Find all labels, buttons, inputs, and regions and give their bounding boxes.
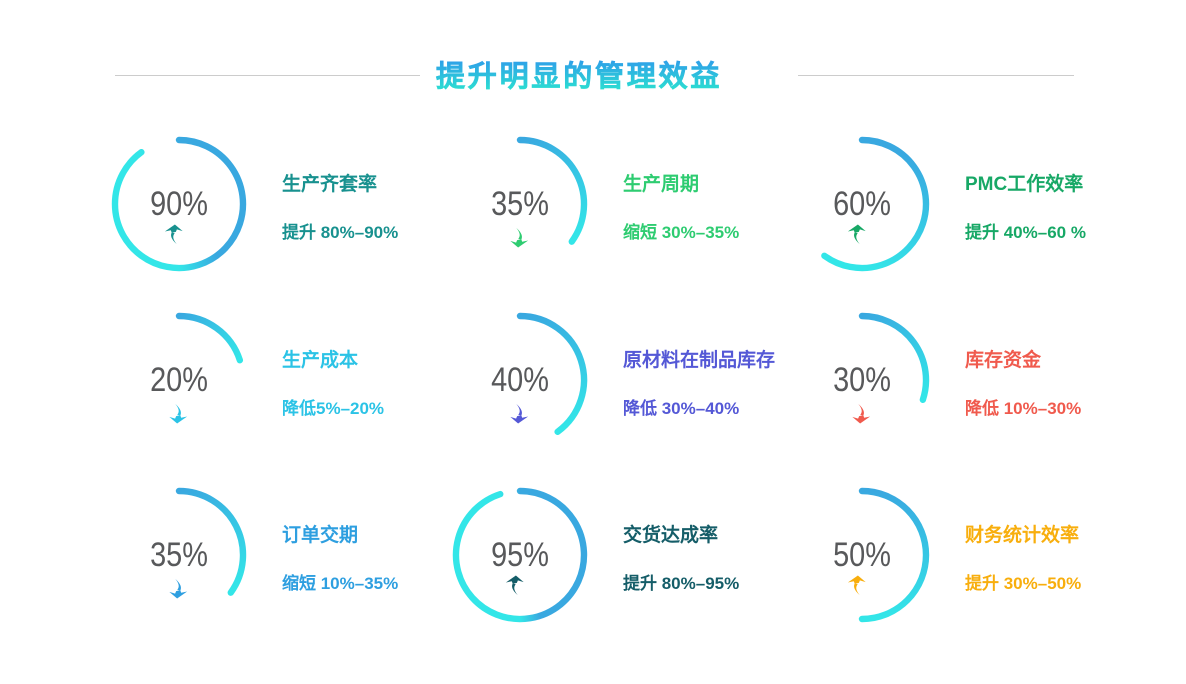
svg-text:提升明显的管理效益: 提升明显的管理效益: [436, 59, 722, 93]
